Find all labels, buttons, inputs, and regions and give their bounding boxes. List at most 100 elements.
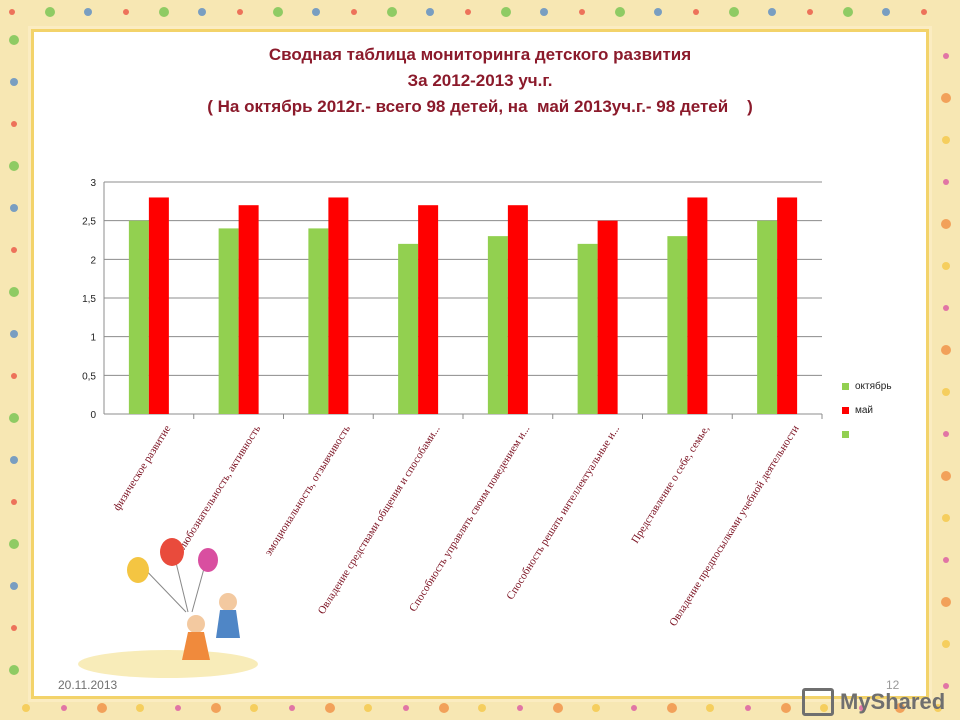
border-dot xyxy=(943,683,949,689)
border-dot xyxy=(843,7,853,17)
border-dot xyxy=(9,161,19,171)
border-dot xyxy=(351,9,357,15)
border-dot xyxy=(943,179,949,185)
legend-item-blank xyxy=(842,422,892,446)
border-dot xyxy=(198,8,206,16)
y-tick-label: 2 xyxy=(90,255,96,266)
border-dot xyxy=(895,703,905,713)
border-dot xyxy=(667,703,677,713)
title-line-2: За 2012-2013 уч.г. xyxy=(407,71,553,90)
border-dot xyxy=(745,705,751,711)
border-dot xyxy=(9,413,19,423)
border-dot xyxy=(97,703,107,713)
border-dot xyxy=(11,373,17,379)
y-tick-label: 0 xyxy=(90,410,96,421)
border-dot xyxy=(9,665,19,675)
x-tick-label: физическое развитие xyxy=(111,423,173,513)
border-dot xyxy=(942,514,950,522)
bar-may xyxy=(507,205,528,414)
border-dot xyxy=(693,9,699,15)
legend-label-october: октябрь xyxy=(855,380,892,392)
border-dot xyxy=(615,7,625,17)
border-dot xyxy=(11,121,17,127)
border-dot xyxy=(942,136,950,144)
border-dot xyxy=(501,7,511,17)
border-dot xyxy=(941,345,951,355)
border-dot xyxy=(250,704,258,712)
border-dot xyxy=(465,9,471,15)
border-dot xyxy=(9,35,19,45)
border-dot xyxy=(237,9,243,15)
footer-date: 20.11.2013 xyxy=(58,678,118,692)
border-dot xyxy=(941,597,951,607)
border-dot xyxy=(942,640,950,648)
border-dot xyxy=(807,9,813,15)
x-tick-label: Способность решать интеллектуальные и... xyxy=(504,423,622,602)
border-dot xyxy=(517,705,523,711)
bar-october xyxy=(487,236,508,414)
y-tick-label: 3 xyxy=(90,178,96,189)
border-dot xyxy=(9,9,15,15)
border-dot xyxy=(325,703,335,713)
border-dot xyxy=(478,704,486,712)
border-dot xyxy=(61,705,67,711)
bar-may xyxy=(687,197,708,414)
bar-may xyxy=(328,197,349,414)
border-dot xyxy=(631,705,637,711)
bar-october xyxy=(218,228,239,414)
bar-october xyxy=(667,236,688,414)
border-dot xyxy=(9,539,19,549)
border-dot xyxy=(943,557,949,563)
bar-may xyxy=(238,205,259,414)
border-dot xyxy=(579,9,585,15)
legend-swatch-october xyxy=(842,382,849,390)
border-dot xyxy=(934,704,942,712)
border-dot xyxy=(10,582,18,590)
border-dot xyxy=(820,704,828,712)
border-dot xyxy=(921,9,927,15)
border-dot xyxy=(426,8,434,16)
border-dot xyxy=(159,7,169,17)
border-dot xyxy=(211,703,221,713)
border-dot xyxy=(729,7,739,17)
border-dot xyxy=(136,704,144,712)
border-dot xyxy=(9,287,19,297)
border-dot xyxy=(941,471,951,481)
border-dot xyxy=(403,705,409,711)
bar-may xyxy=(777,197,798,414)
border-dot xyxy=(10,78,18,86)
x-tick-label: эмоциональность, отзывчивость xyxy=(263,423,353,558)
border-dot xyxy=(882,8,890,16)
border-dot xyxy=(11,247,17,253)
bar-october xyxy=(577,243,598,414)
bar-october xyxy=(308,228,329,414)
bar-october xyxy=(398,243,419,414)
border-dot xyxy=(592,704,600,712)
page-number: 12 xyxy=(886,678,900,692)
border-dot xyxy=(10,456,18,464)
border-dot xyxy=(859,705,865,711)
legend-label-may: май xyxy=(855,404,874,416)
border-dot xyxy=(943,53,949,59)
watermark-logo: MyShared xyxy=(802,688,945,716)
bar-october xyxy=(128,220,149,414)
bar-may xyxy=(148,197,169,414)
border-dot xyxy=(175,705,181,711)
border-dot xyxy=(123,9,129,15)
chart-title: Сводная таблица мониторинга детского раз… xyxy=(34,42,926,120)
border-dot xyxy=(289,705,295,711)
border-dot xyxy=(10,330,18,338)
border-dot xyxy=(364,704,372,712)
bar-may xyxy=(597,220,618,414)
y-tick-label: 2,5 xyxy=(82,217,96,228)
border-dot xyxy=(439,703,449,713)
border-dot xyxy=(540,8,548,16)
title-line-3: ( На октябрь 2012г.- всего 98 детей, на … xyxy=(207,97,753,116)
border-dot xyxy=(654,8,662,16)
border-dot xyxy=(943,431,949,437)
border-dot xyxy=(273,7,283,17)
border-dot xyxy=(943,305,949,311)
y-tick-label: 1 xyxy=(90,333,96,344)
